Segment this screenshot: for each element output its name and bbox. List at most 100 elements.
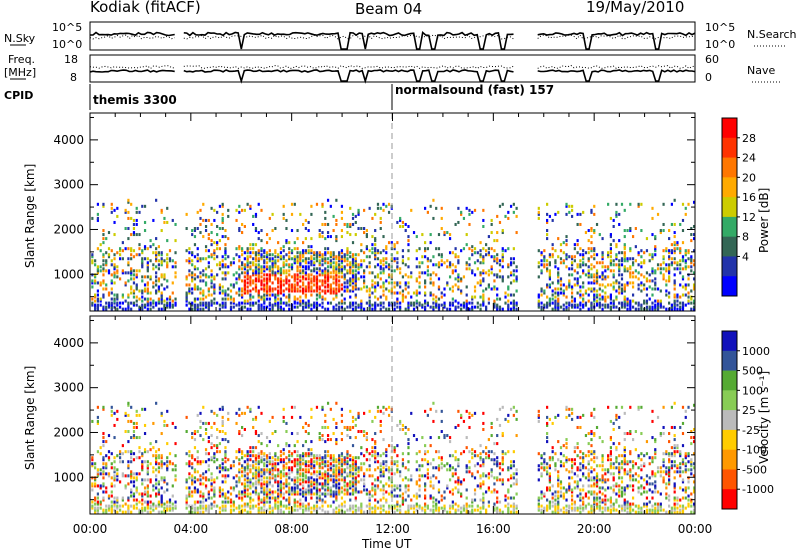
power-cell <box>246 255 249 259</box>
power-cell <box>329 287 332 291</box>
power-cell <box>493 303 496 307</box>
velocity-cell <box>315 506 319 510</box>
power-cell <box>246 257 249 261</box>
power-cell <box>440 303 443 307</box>
velocity-cell <box>127 430 130 434</box>
power-cell <box>651 206 654 210</box>
velocity-cell <box>246 472 249 476</box>
velocity-cell <box>282 452 285 456</box>
velocity-cell <box>321 472 324 476</box>
velocity-cell <box>418 484 421 488</box>
power-cell <box>562 307 565 311</box>
velocity-cell <box>363 411 366 415</box>
velocity-cell <box>132 498 136 502</box>
power-cell <box>546 212 549 216</box>
power-cell <box>687 251 690 255</box>
velocity-cell <box>127 460 130 464</box>
power-cell <box>213 208 216 212</box>
velocity-cell <box>346 508 349 512</box>
velocity-cell <box>304 488 307 492</box>
velocity-cell <box>448 510 452 514</box>
velocity-cell <box>238 476 241 480</box>
nsearch-label: N.Search <box>747 28 797 41</box>
velocity-cell <box>299 454 302 458</box>
power-cell <box>204 301 208 305</box>
power-cell <box>482 297 485 301</box>
velocity-cell <box>285 474 288 478</box>
power-cell <box>249 275 252 279</box>
power-cell <box>374 305 377 309</box>
power-cell <box>374 237 377 241</box>
power-cell <box>601 275 604 279</box>
power-cell <box>343 259 346 263</box>
velocity-cell <box>279 476 283 480</box>
velocity-cell <box>155 450 158 454</box>
velocity-cell <box>254 446 258 450</box>
velocity-cell <box>335 494 338 498</box>
power-cell <box>127 257 130 261</box>
power-cell <box>673 243 676 247</box>
power-cell <box>249 267 252 271</box>
power-cell <box>551 247 554 251</box>
power-cell <box>254 283 258 287</box>
velocity-cell <box>157 490 161 494</box>
power-cell <box>548 263 551 267</box>
velocity-cell <box>285 482 288 486</box>
power-cell <box>277 271 280 275</box>
power-cell <box>130 257 133 261</box>
velocity-cell <box>94 510 97 514</box>
velocity-cell <box>393 462 396 466</box>
power-cell <box>257 265 260 269</box>
power-cell <box>288 257 291 261</box>
power-cell <box>318 293 321 297</box>
power-cell <box>307 273 310 277</box>
velocity-cell <box>224 468 227 472</box>
power-cell <box>623 255 626 259</box>
power-cell <box>360 287 363 291</box>
power-cell <box>354 265 357 269</box>
power-cell <box>138 269 141 273</box>
power-cell <box>462 275 466 279</box>
power-cell <box>557 279 560 283</box>
power-cell <box>107 231 111 235</box>
power-cell <box>260 265 263 269</box>
velocity-cell <box>324 472 327 476</box>
power-cell <box>196 305 199 309</box>
power-cell <box>338 253 341 257</box>
power-cell <box>507 293 510 297</box>
power-cell <box>277 305 280 309</box>
power-cell <box>191 259 194 263</box>
power-cell <box>462 303 466 307</box>
power-cell <box>326 269 330 273</box>
velocity-cell <box>357 468 360 472</box>
velocity-cell <box>271 460 274 464</box>
velocity-cell <box>415 504 418 508</box>
power-cell <box>393 291 396 295</box>
velocity-cell <box>360 490 363 494</box>
velocity-cell <box>374 442 377 446</box>
velocity-cell <box>210 456 213 460</box>
power-cell <box>496 261 499 265</box>
velocity-cell <box>310 462 313 466</box>
power-cell <box>263 283 266 287</box>
power-cell <box>310 287 313 291</box>
velocity-cell <box>155 462 158 466</box>
velocity-cell <box>174 504 177 508</box>
power-cell <box>562 293 565 297</box>
power-cell <box>465 267 468 271</box>
power-cell <box>135 253 138 257</box>
power-cell <box>476 267 479 271</box>
velocity-cell <box>396 468 399 472</box>
velocity-cell <box>288 454 291 458</box>
power-cell <box>493 279 496 283</box>
velocity-cell <box>288 510 291 514</box>
velocity-cell <box>360 504 363 508</box>
velocity-cell <box>249 409 252 413</box>
velocity-cell <box>329 488 332 492</box>
power-cell <box>385 257 388 261</box>
power-cell <box>307 245 310 249</box>
velocity-cell <box>279 482 283 486</box>
power-cell <box>548 275 551 279</box>
power-cell <box>573 299 576 303</box>
velocity-cell <box>368 458 371 462</box>
